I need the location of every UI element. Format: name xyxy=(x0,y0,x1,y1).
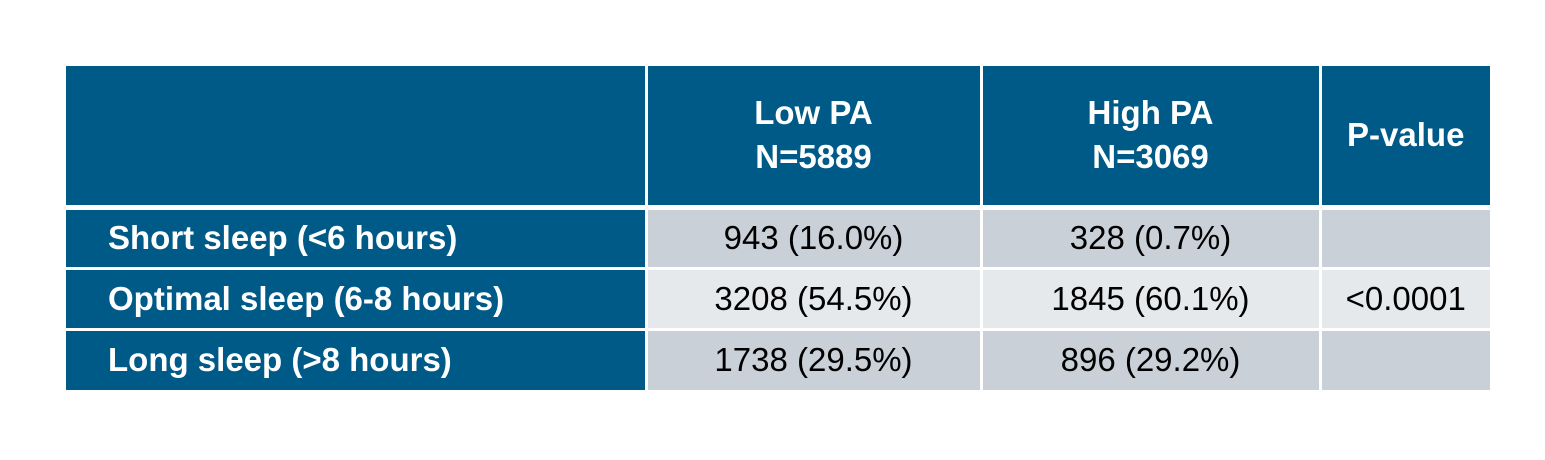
table-row: Long sleep (>8 hours) 1738 (29.5%) 896 (… xyxy=(66,327,1490,390)
table-header-row: Low PA N=5889 High PA N=3069 P-value xyxy=(66,66,1490,210)
header-p-value-title: P-value xyxy=(1347,116,1465,154)
low-pa-cell: 1738 (29.5%) xyxy=(644,327,983,390)
p-value-cell xyxy=(1318,327,1490,390)
high-pa-cell: 1845 (60.1%) xyxy=(979,266,1322,331)
header-low-pa: Low PA N=5889 xyxy=(644,66,983,210)
low-pa-cell: 943 (16.0%) xyxy=(644,205,983,270)
table-row: Optimal sleep (6-8 hours) 3208 (54.5%) 1… xyxy=(66,266,1490,331)
sleep-activity-table: Low PA N=5889 High PA N=3069 P-value Sho… xyxy=(66,66,1490,390)
high-pa-cell: 328 (0.7%) xyxy=(979,205,1322,270)
p-value-cell: <0.0001 xyxy=(1318,266,1490,331)
header-p-value: P-value xyxy=(1318,66,1490,210)
header-low-pa-count: N=5889 xyxy=(755,138,872,176)
high-pa-cell: 896 (29.2%) xyxy=(979,327,1322,390)
low-pa-cell: 3208 (54.5%) xyxy=(644,266,983,331)
row-label: Optimal sleep (6-8 hours) xyxy=(66,266,648,331)
header-high-pa-title: High PA xyxy=(1087,94,1214,132)
table-row: Short sleep (<6 hours) 943 (16.0%) 328 (… xyxy=(66,205,1490,270)
header-high-pa-count: N=3069 xyxy=(1092,138,1209,176)
p-value-cell xyxy=(1318,205,1490,270)
header-corner-cell xyxy=(66,66,648,210)
row-label: Short sleep (<6 hours) xyxy=(66,205,648,270)
header-low-pa-title: Low PA xyxy=(754,94,873,132)
row-label: Long sleep (>8 hours) xyxy=(66,327,648,390)
header-high-pa: High PA N=3069 xyxy=(979,66,1322,210)
